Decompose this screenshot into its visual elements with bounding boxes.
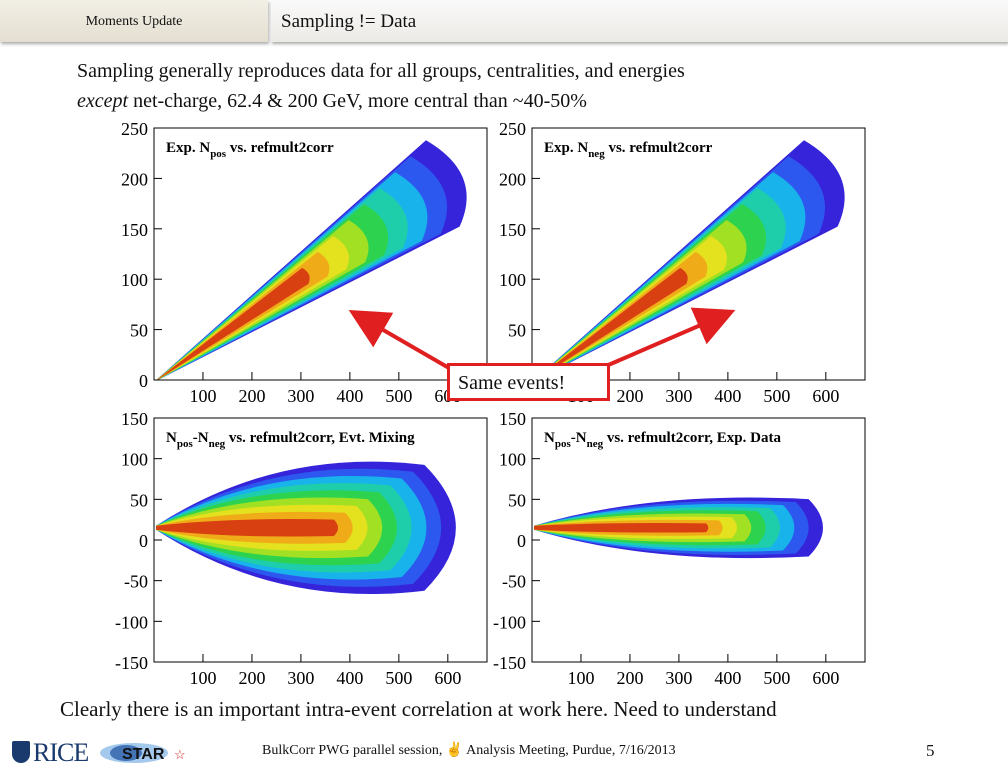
rice-logo: RICE bbox=[12, 738, 89, 768]
x-tick-label: 300 bbox=[287, 668, 314, 688]
x-tick-label: 400 bbox=[714, 386, 741, 406]
x-tick-label: 600 bbox=[812, 386, 839, 406]
heatmap-layer bbox=[156, 140, 467, 380]
x-tick-label: 200 bbox=[238, 668, 265, 688]
y-tick-label: 50 bbox=[130, 321, 148, 341]
star-logo: STAR ☆ bbox=[100, 743, 186, 763]
x-tick-label: 300 bbox=[287, 386, 314, 406]
x-tick-label: 200 bbox=[238, 386, 265, 406]
y-tick-label: 200 bbox=[121, 169, 148, 189]
x-tick-label: 500 bbox=[385, 668, 412, 688]
heat-band bbox=[534, 523, 709, 533]
y-tick-label: -50 bbox=[124, 572, 148, 592]
y-tick-label: 150 bbox=[499, 410, 526, 429]
heat-band bbox=[156, 267, 310, 380]
x-tick-label: 300 bbox=[665, 386, 692, 406]
plot-title: Exp. Nneg vs. refmult2corr bbox=[544, 140, 713, 160]
x-tick-label: 300 bbox=[665, 668, 692, 688]
x-tick-label: 100 bbox=[189, 668, 216, 688]
y-tick-label: 100 bbox=[499, 450, 526, 470]
x-tick-label: 500 bbox=[385, 386, 412, 406]
y-tick-label: -150 bbox=[493, 653, 526, 673]
y-tick-label: 150 bbox=[121, 410, 148, 429]
x-tick-label: 200 bbox=[616, 668, 643, 688]
y-tick-label: 100 bbox=[121, 270, 148, 290]
y-tick-label: 150 bbox=[121, 220, 148, 240]
y-tick-label: 0 bbox=[139, 371, 148, 391]
x-tick-label: 400 bbox=[336, 668, 363, 688]
slide-title: Sampling != Data bbox=[281, 11, 417, 32]
y-tick-label: 200 bbox=[499, 169, 526, 189]
same-events-callout: Same events! bbox=[447, 363, 610, 401]
y-tick-label: -150 bbox=[115, 653, 148, 673]
y-tick-label: -100 bbox=[493, 612, 526, 632]
y-tick-label: 250 bbox=[499, 120, 526, 139]
x-tick-label: 500 bbox=[763, 668, 790, 688]
x-tick-label: 400 bbox=[336, 386, 363, 406]
heat-band bbox=[156, 519, 339, 537]
section-label: Moments Update bbox=[85, 14, 183, 29]
plot-npos-vs-refmult: 250200150100500100200300400500600Exp. Np… bbox=[110, 120, 495, 410]
y-tick-label: 250 bbox=[121, 120, 148, 139]
y-tick-label: 50 bbox=[508, 490, 526, 510]
rice-shield-icon bbox=[12, 741, 30, 763]
intro-line-2: except net-charge, 62.4 & 200 GeV, more … bbox=[77, 86, 685, 116]
heatmap-layer bbox=[534, 497, 823, 559]
intro-line-1: Sampling generally reproduces data for a… bbox=[77, 60, 685, 82]
plot-title: Exp. Npos vs. refmult2corr bbox=[166, 140, 334, 160]
x-tick-label: 600 bbox=[434, 668, 461, 688]
intro-text: Sampling generally reproduces data for a… bbox=[77, 56, 685, 116]
y-tick-label: 100 bbox=[121, 450, 148, 470]
x-tick-label: 200 bbox=[616, 386, 643, 406]
y-tick-label: 50 bbox=[130, 490, 148, 510]
x-tick-label: 100 bbox=[567, 668, 594, 688]
plot-nneg-svg: 250200150100500100200300400500600Exp. Nn… bbox=[499, 120, 866, 406]
y-tick-label: 0 bbox=[139, 531, 148, 551]
heatmap-layer bbox=[156, 461, 456, 595]
intro-emphasis: except bbox=[77, 90, 129, 112]
plot-npos-svg: 250200150100500100200300400500600Exp. Np… bbox=[121, 120, 488, 406]
x-tick-label: 100 bbox=[189, 386, 216, 406]
star-logo-text: STAR bbox=[122, 746, 165, 763]
meeting-info: BulkCorr PWG parallel session, ✌ Analysi… bbox=[262, 743, 676, 758]
y-tick-label: 50 bbox=[508, 321, 526, 341]
slide-header: Moments Update Sampling != Data bbox=[0, 0, 1008, 46]
intro-line-2-rest: net-charge, 62.4 & 200 GeV, more central… bbox=[128, 90, 587, 112]
x-tick-label: 600 bbox=[812, 668, 839, 688]
rice-logo-text: RICE bbox=[33, 738, 89, 767]
x-tick-label: 500 bbox=[763, 386, 790, 406]
y-tick-label: -50 bbox=[502, 572, 526, 592]
y-tick-label: -100 bbox=[115, 612, 148, 632]
conclusion-text: Clearly there is an important intra-even… bbox=[60, 697, 777, 721]
star-glyph-icon: ☆ bbox=[174, 747, 186, 762]
plot-title: Npos-Nneg vs. refmult2corr, Exp. Data bbox=[544, 430, 781, 450]
page-number: 5 bbox=[926, 741, 935, 760]
plot-title: Npos-Nneg vs. refmult2corr, Evt. Mixing bbox=[166, 430, 415, 450]
plot-net-data: 150 100 50 0 -50 -100 -150 100 200 300 400 500 600 Np… bbox=[488, 410, 873, 692]
title-bar: Sampling != Data bbox=[271, 0, 1008, 42]
section-tab: Moments Update bbox=[0, 0, 268, 42]
callout-text: Same events! bbox=[458, 372, 566, 394]
x-tick-label: 400 bbox=[714, 668, 741, 688]
y-tick-label: 150 bbox=[499, 220, 526, 240]
plot-nneg-vs-refmult: 250200150100500100200300400500600Exp. Nn… bbox=[488, 120, 873, 410]
plot-net-mixing: 150 100 50 0 -50 -100 -150 100 200 300 400 500 600 Np… bbox=[110, 410, 495, 692]
y-tick-label: 0 bbox=[517, 531, 526, 551]
y-tick-label: 100 bbox=[499, 270, 526, 290]
